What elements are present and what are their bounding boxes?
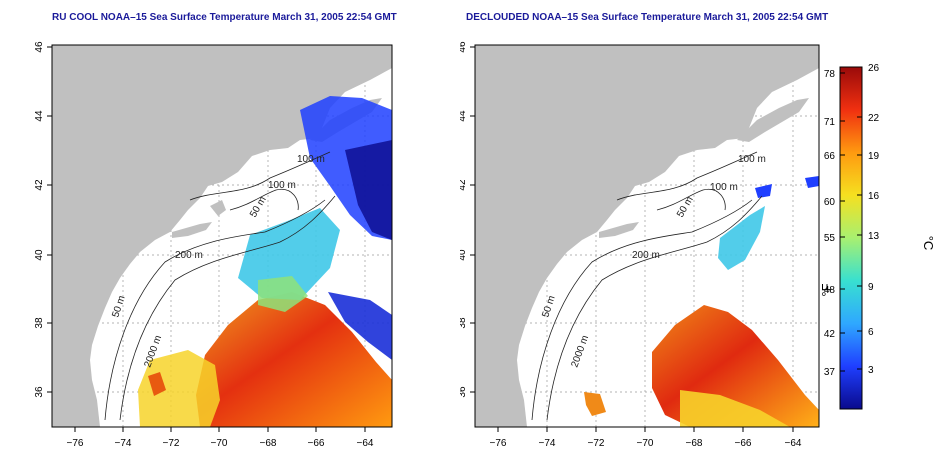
celsius-axis-label: °C bbox=[921, 236, 936, 251]
left-sst-cyan-shelf bbox=[238, 208, 340, 300]
left-sst-cold-east bbox=[328, 292, 392, 360]
celsius-tick-13: 13 bbox=[868, 231, 880, 242]
right-nova-scotia bbox=[737, 98, 809, 142]
fahrenheit-tick-42: 42 bbox=[824, 329, 836, 340]
right-panel-title: DECLOUDED NOAA–15 Sea Surface Temperatur… bbox=[466, 12, 829, 23]
left-sst-small-warm bbox=[148, 372, 166, 396]
right-land bbox=[475, 45, 819, 427]
left-land bbox=[52, 45, 392, 427]
celsius-ticks: 26 22 19 16 13 9 6 3 bbox=[857, 63, 880, 376]
right-lon-tick-72: −72 bbox=[588, 438, 605, 449]
left-lon-tick-72: −72 bbox=[163, 438, 180, 449]
celsius-tick-26: 26 bbox=[868, 63, 880, 74]
left-lon-tick-74: −74 bbox=[115, 438, 132, 449]
right-isobath-label-100b: 100 m bbox=[710, 182, 738, 193]
right-isobath-label-100a: 100 m bbox=[738, 154, 766, 165]
right-lon-tick-66: −66 bbox=[735, 438, 752, 449]
left-lon-tick-70: −70 bbox=[211, 438, 228, 449]
left-sst-warm-core bbox=[196, 292, 392, 427]
right-isobath-label-200: 200 m bbox=[632, 250, 660, 261]
celsius-tick-22: 22 bbox=[868, 113, 880, 124]
left-lon-tick-68: −68 bbox=[260, 438, 277, 449]
left-lat-tick-46: 46 bbox=[34, 41, 45, 53]
fahrenheit-ticks: 78 71 66 60 55 48 42 37 bbox=[824, 69, 845, 378]
left-isobath-label-200: 200 m bbox=[175, 250, 203, 261]
temperature-colorbar: °F °C 78 71 66 60 55 48 42 37 26 22 19 16 13 9 6 3 bbox=[819, 63, 936, 410]
left-long-island bbox=[172, 222, 212, 238]
right-lon-tick-68: −68 bbox=[686, 438, 703, 449]
left-sst-yellow-band bbox=[138, 350, 220, 427]
right-lat-tick-36: 36 bbox=[460, 386, 468, 398]
fahrenheit-tick-55: 55 bbox=[824, 233, 836, 244]
right-lon-tick-74: −74 bbox=[539, 438, 556, 449]
right-long-island bbox=[599, 222, 639, 238]
right-sst-blue-dots bbox=[755, 176, 819, 198]
fahrenheit-axis-label: °F bbox=[819, 283, 834, 296]
colorbar-scale bbox=[839, 66, 863, 410]
left-lat-tick-40: 40 bbox=[34, 249, 45, 261]
left-lat-tick-44: 44 bbox=[34, 110, 45, 122]
right-lat-tick-38: 38 bbox=[460, 317, 468, 329]
right-lat-tick-42: 42 bbox=[460, 179, 468, 191]
right-lon-tick-76: −76 bbox=[490, 438, 507, 449]
celsius-tick-19: 19 bbox=[868, 151, 880, 162]
left-sst-map: 100 m 100 m 50 m 200 m 50 m 2000 m −76 −… bbox=[34, 41, 393, 449]
left-isobaths bbox=[104, 151, 336, 421]
right-sst-small-warm bbox=[584, 392, 606, 416]
right-sst-yellow-south bbox=[680, 390, 790, 427]
celsius-tick-3: 3 bbox=[868, 365, 874, 376]
left-lon-tick-64: −64 bbox=[357, 438, 374, 449]
celsius-tick-9: 9 bbox=[868, 282, 874, 293]
fahrenheit-tick-71: 71 bbox=[824, 117, 836, 128]
left-lon-tick-66: −66 bbox=[308, 438, 325, 449]
left-sst-deep-blue bbox=[345, 140, 392, 240]
left-lat-tick-42: 42 bbox=[34, 179, 45, 191]
celsius-tick-16: 16 bbox=[868, 191, 880, 202]
right-sst-cyan-patch bbox=[718, 206, 765, 270]
left-cape-cod bbox=[210, 200, 226, 216]
right-lat-tick-46: 46 bbox=[460, 41, 468, 53]
fahrenheit-tick-66: 66 bbox=[824, 151, 836, 162]
left-lat-tick-36: 36 bbox=[34, 386, 45, 398]
right-lon-tick-70: −70 bbox=[637, 438, 654, 449]
celsius-tick-6: 6 bbox=[868, 327, 874, 338]
left-panel-title: RU COOL NOAA–15 Sea Surface Temperature … bbox=[52, 12, 397, 23]
left-sst-green-patch bbox=[258, 276, 308, 312]
right-lat-tick-40: 40 bbox=[460, 249, 468, 261]
left-isobath-label-100b: 100 m bbox=[268, 180, 296, 191]
right-sst-map: 100 m 100 m 50 m 200 m 50 m 2000 m −76 −… bbox=[460, 41, 820, 449]
right-lon-tick-64: −64 bbox=[785, 438, 802, 449]
right-isobaths bbox=[531, 151, 763, 421]
fahrenheit-tick-37: 37 bbox=[824, 367, 836, 378]
left-lat-tick-38: 38 bbox=[34, 317, 45, 329]
fahrenheit-tick-48: 48 bbox=[824, 285, 836, 296]
left-lon-tick-76: −76 bbox=[67, 438, 84, 449]
fahrenheit-tick-60: 60 bbox=[824, 197, 836, 208]
right-lat-tick-44: 44 bbox=[460, 110, 468, 122]
left-isobath-label-100a: 100 m bbox=[297, 154, 325, 165]
fahrenheit-tick-78: 78 bbox=[824, 69, 836, 80]
